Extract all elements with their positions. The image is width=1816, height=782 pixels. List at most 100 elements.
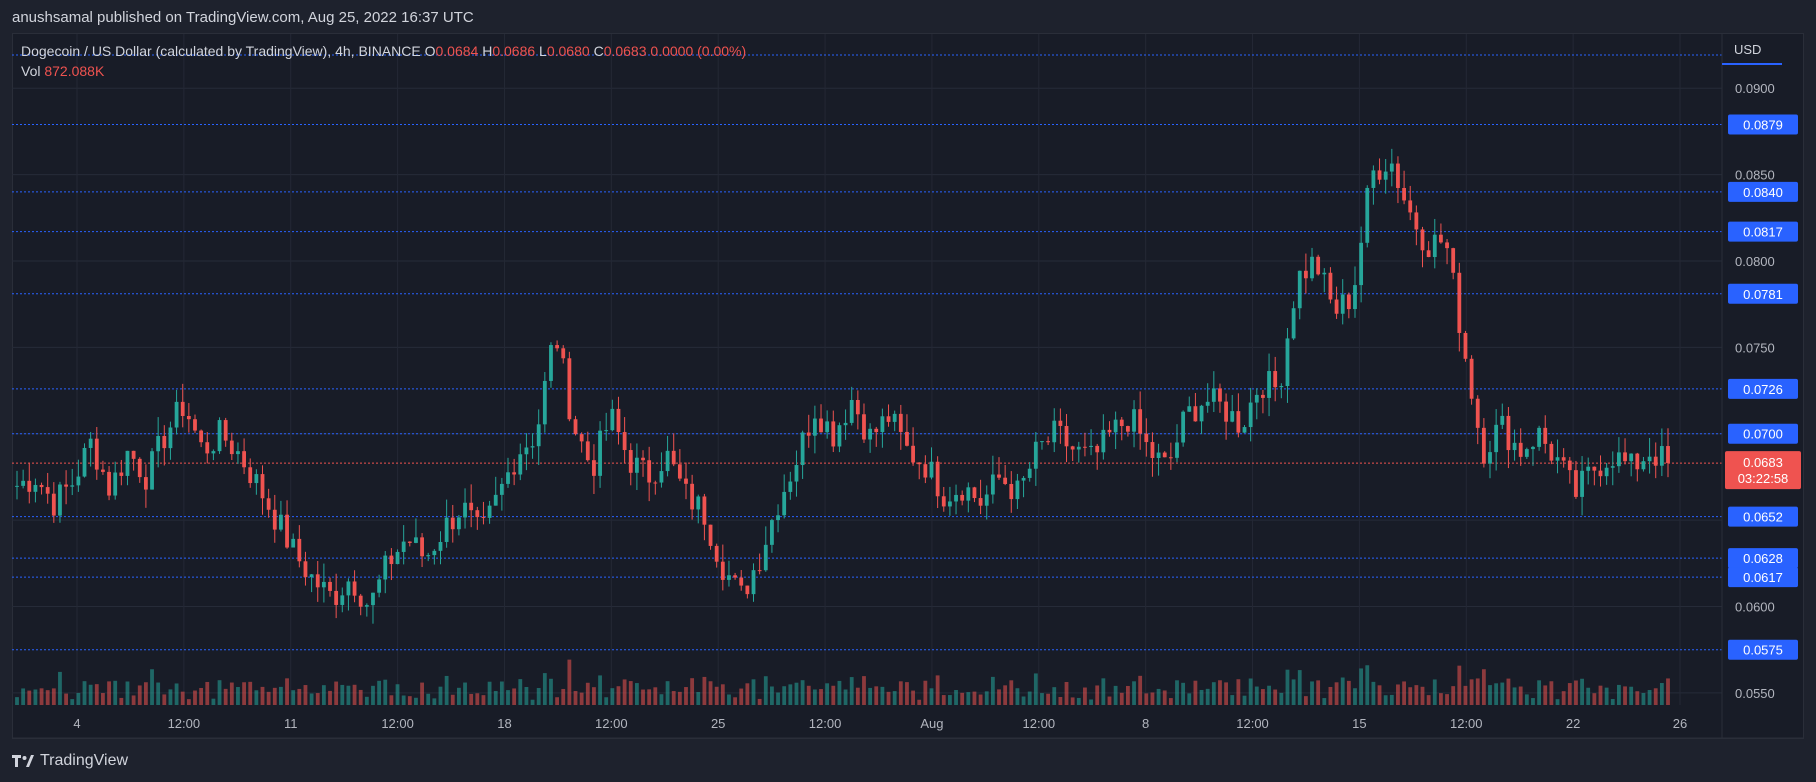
candle-body [794, 465, 799, 482]
candles [15, 148, 1670, 624]
volume-bar [592, 687, 596, 705]
level-label: 0.0840 [1743, 185, 1783, 200]
volume-bar [1383, 695, 1388, 705]
candle-body [101, 469, 105, 472]
volume-bar [1365, 665, 1370, 705]
candle-body [984, 494, 989, 506]
volume-label: Vol [21, 63, 41, 79]
candle-body [340, 595, 345, 605]
volume-bar [598, 675, 602, 705]
candle-body [1254, 394, 1259, 403]
volume-bar [395, 684, 400, 705]
volume-bar [70, 699, 75, 705]
volume-bar [340, 684, 345, 705]
candle-body [1604, 467, 1609, 477]
volume-bar [1488, 685, 1492, 705]
volume-bar [782, 686, 787, 705]
candle-body [1445, 242, 1449, 249]
volume-bar [242, 682, 246, 705]
tradingview-footer[interactable]: TradingView [12, 752, 128, 770]
candle-body [1567, 460, 1572, 471]
volume-bar [137, 685, 142, 705]
candle-body [800, 432, 805, 466]
volume-bar [1537, 680, 1542, 705]
candle-body [641, 457, 645, 461]
volume-bar [119, 697, 124, 705]
candle-body [1371, 170, 1376, 188]
candle-body [714, 545, 719, 562]
volume-bar [972, 691, 977, 705]
candle-body [1616, 452, 1621, 467]
candle-body [923, 464, 928, 478]
volume-bar [763, 676, 768, 705]
volume-bar [720, 684, 725, 705]
candle-body [1015, 480, 1020, 500]
candle-body [831, 421, 836, 447]
volume-bar [862, 676, 866, 705]
candle-body [1555, 457, 1560, 461]
candle-body [229, 440, 234, 455]
candle-body [806, 432, 811, 436]
candle-body [990, 474, 995, 495]
volume-bar [1254, 686, 1259, 705]
candle-body [598, 430, 602, 476]
volume-bar [371, 685, 375, 705]
candle-body [1531, 446, 1535, 450]
candle-body [1420, 229, 1425, 251]
candle-body [364, 605, 369, 607]
level-label-bg [1728, 639, 1798, 660]
volume-bar [1414, 685, 1419, 705]
currency-label[interactable]: USD [1734, 42, 1762, 57]
chart-frame[interactable] [12, 33, 1804, 739]
volume-bar [1439, 693, 1443, 705]
volume-bar [1310, 681, 1314, 705]
volume-bar [886, 691, 891, 705]
candle-body [45, 487, 50, 494]
volume-bar [1193, 680, 1198, 705]
volume-legend: Vol 872.088K [21, 63, 104, 79]
volume-bar [868, 687, 873, 705]
candle-body [1353, 285, 1357, 310]
volume-bar [1248, 678, 1253, 705]
candle-body [1003, 477, 1008, 485]
volume-bar [1205, 688, 1210, 705]
symbol-legend[interactable]: Dogecoin / US Dollar (calculated by Trad… [21, 43, 746, 59]
volume-bar [1426, 695, 1431, 705]
candle-body [1359, 242, 1364, 286]
level-label: 0.0726 [1743, 382, 1783, 397]
volume-bar [671, 691, 676, 705]
candle-body [407, 541, 412, 543]
x-tick-label: 8 [1142, 716, 1149, 731]
volume-bar [549, 678, 553, 705]
volume-bar [193, 690, 197, 705]
volume-bar [328, 690, 332, 705]
time-axis[interactable]: 4 12:00 11 12:00 18 12:00 25 12:00 Aug 12:00 8 12:0… [12, 716, 1803, 739]
level-label: 0.0817 [1743, 225, 1783, 240]
candle-body [371, 592, 375, 606]
level-label: 0.0575 [1743, 643, 1783, 658]
candle-body [395, 551, 400, 565]
candle-body [536, 424, 541, 447]
candle-body [1218, 388, 1222, 402]
candle-body [254, 474, 259, 484]
volume-bar [757, 698, 762, 705]
volume-bar [107, 681, 111, 705]
candle-body [1052, 420, 1057, 443]
price-axis[interactable]: 0.09000.08500.08000.07500.07000.06500.06… [1721, 34, 1801, 738]
volume-bar [1076, 697, 1081, 705]
candle-body [1113, 419, 1118, 433]
candle-body [420, 537, 424, 557]
candle-body [659, 471, 664, 483]
volume-bar [1494, 683, 1499, 705]
volume-bar [1371, 681, 1376, 705]
volume-bar [1230, 695, 1235, 705]
volume-bar [1033, 673, 1038, 705]
candle-body [1303, 270, 1308, 279]
candle-body [1586, 466, 1591, 471]
volume-bar [150, 669, 154, 705]
candle-body [27, 480, 32, 492]
candle-body [1285, 338, 1290, 387]
volume-bar [223, 688, 228, 705]
volume-bar [1598, 685, 1603, 705]
